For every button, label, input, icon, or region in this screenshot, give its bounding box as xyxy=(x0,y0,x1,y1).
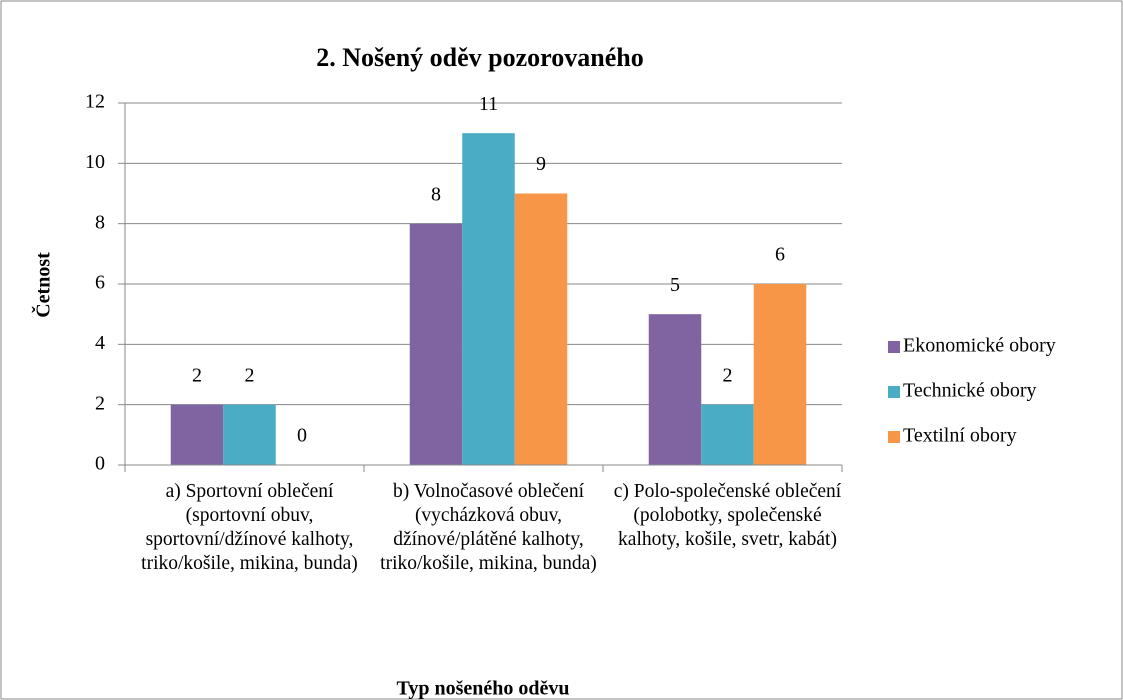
bar xyxy=(514,193,568,465)
y-tick-label: 4 xyxy=(95,332,105,354)
x-tick-label: a) Sportovní oblečení (sportovní obuv, s… xyxy=(141,481,358,574)
data-label: 5 xyxy=(670,274,680,296)
legend-swatch xyxy=(888,386,900,398)
bar xyxy=(701,404,754,465)
data-label: 2 xyxy=(192,364,202,386)
y-tick-label: 8 xyxy=(95,211,105,233)
y-tick-label: 0 xyxy=(95,453,105,475)
x-tick-label: b) Volnočasové oblečení (vycházková obuv… xyxy=(380,481,597,574)
legend-swatch xyxy=(888,341,900,353)
bar xyxy=(753,284,807,465)
data-label: 2 xyxy=(245,364,255,386)
bar xyxy=(223,404,276,465)
legend-swatch xyxy=(888,431,900,443)
legend-label: Ekonomické obory xyxy=(903,335,1056,357)
data-label: 9 xyxy=(536,153,546,175)
legend-label: Textilní obory xyxy=(903,425,1017,447)
chart-title: 2. Nošený oděv pozorovaného xyxy=(316,43,643,72)
bar xyxy=(648,314,702,465)
data-label: 6 xyxy=(775,244,785,266)
data-label: 8 xyxy=(431,183,441,205)
y-axis-label: Četnost xyxy=(31,252,55,318)
y-tick-label: 6 xyxy=(95,272,105,294)
y-tick-label: 12 xyxy=(85,91,105,113)
data-label: 2 xyxy=(723,364,733,386)
y-tick-label: 10 xyxy=(85,151,105,173)
x-tick-label: c) Polo-společenské oblečení (polobotky,… xyxy=(613,481,842,550)
y-tick-label: 2 xyxy=(95,392,105,414)
bar xyxy=(409,223,463,465)
x-axis-label: Typ nošeného oděvu xyxy=(396,678,569,700)
data-label: 11 xyxy=(479,93,498,115)
legend-label: Technické obory xyxy=(903,380,1037,402)
bar xyxy=(170,404,224,465)
data-label: 0 xyxy=(297,425,307,447)
bar xyxy=(462,133,515,465)
